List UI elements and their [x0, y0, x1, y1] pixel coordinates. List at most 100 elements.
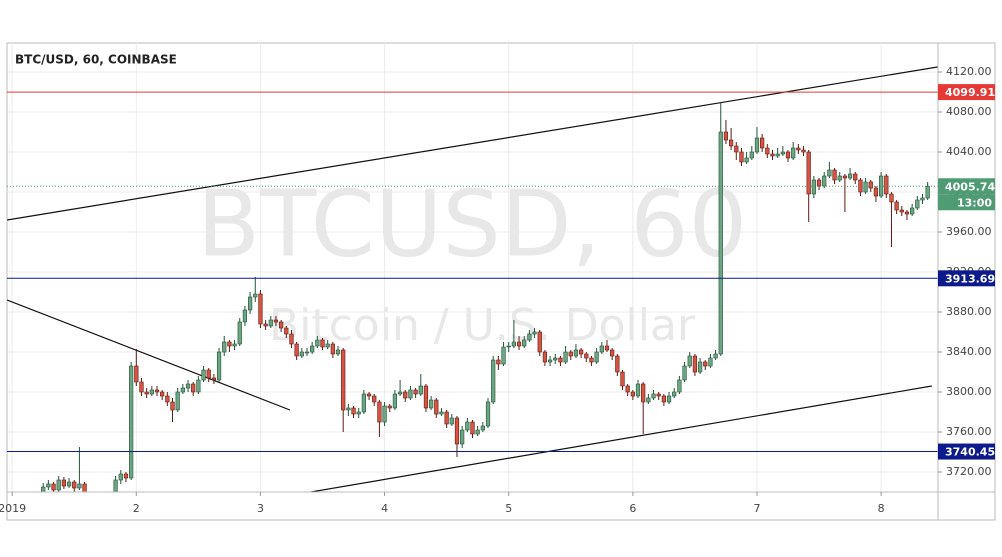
watermark-description: Bitcoin / U.S. Dollar	[269, 300, 696, 351]
candle-body	[408, 389, 413, 399]
candle-body	[258, 293, 263, 325]
candle-body	[61, 479, 67, 487]
candle-body	[247, 296, 253, 311]
candle-body	[346, 407, 351, 411]
candle-body	[423, 385, 429, 409]
candle-body	[532, 331, 537, 335]
candle-body	[853, 173, 858, 181]
candle-body	[444, 411, 449, 425]
candle-body	[196, 379, 201, 393]
candle-body	[816, 179, 822, 187]
candle-body	[387, 405, 392, 409]
candle-body	[113, 479, 118, 492]
candle-body	[516, 341, 522, 347]
candle-body	[713, 353, 718, 359]
candle-body	[222, 341, 227, 353]
candle-body	[734, 145, 739, 153]
candle-body	[558, 357, 563, 363]
candle-body	[573, 349, 579, 357]
candle-body	[522, 339, 527, 347]
candle-body	[894, 201, 899, 211]
candle-body	[749, 151, 754, 159]
candle-body	[242, 309, 248, 323]
candle-body	[754, 137, 760, 153]
candle-body	[579, 349, 584, 355]
y-tick-label: 4040.00	[946, 145, 992, 158]
candle-body	[144, 391, 149, 395]
candle-body	[553, 357, 558, 361]
candle-body	[310, 345, 315, 353]
candle-body	[615, 355, 620, 373]
candle-body	[227, 341, 232, 347]
x-tick-label: 2	[133, 502, 140, 515]
y-tick-label: 3880.00	[946, 305, 992, 318]
price-level-label: 3740.45	[945, 446, 995, 459]
candle-body	[915, 199, 920, 209]
candle-body	[315, 339, 320, 347]
candle-body	[434, 399, 439, 415]
countdown-label: 13:00	[957, 196, 992, 209]
candle-body	[729, 139, 734, 147]
candle-body	[904, 211, 910, 215]
candle-body	[806, 151, 811, 195]
candle-body	[666, 395, 672, 403]
plot-layer	[7, 66, 938, 492]
candle-body	[822, 175, 827, 187]
candle-body	[599, 345, 604, 353]
y-tick-label: 3720.00	[946, 465, 992, 478]
candle-body	[677, 379, 682, 393]
candle-body	[547, 359, 553, 363]
candle-body	[392, 393, 398, 409]
candle-body	[770, 153, 775, 157]
candle-body	[449, 417, 454, 425]
candle-body	[46, 483, 51, 488]
candle-body	[811, 179, 816, 195]
y-tick-label: 4120.00	[946, 65, 992, 78]
candle-body	[718, 131, 723, 355]
candle-body	[170, 401, 175, 411]
candle-body	[129, 365, 134, 479]
candle-body	[491, 359, 496, 403]
candle-body	[744, 157, 749, 163]
candle-body	[382, 405, 387, 423]
chart-title: BTC/USD, 60, COINBASE	[15, 53, 177, 67]
candle-body	[765, 147, 770, 155]
y-tick-label: 3960.00	[946, 225, 992, 238]
candle-body	[351, 407, 356, 415]
candle-body	[537, 331, 542, 353]
candle-body	[641, 383, 646, 403]
candle-body	[320, 339, 325, 348]
y-tick-label: 4080.00	[946, 105, 992, 118]
candle-body	[294, 343, 299, 357]
candle-body	[413, 389, 418, 395]
candle-body	[630, 391, 635, 397]
candle-body	[273, 319, 279, 323]
candle-body	[72, 481, 77, 489]
candle-body	[899, 209, 904, 213]
candle-body	[206, 369, 211, 379]
candle-body	[542, 351, 548, 363]
candle-body	[118, 473, 123, 481]
candle-body	[465, 421, 470, 431]
candle-body	[697, 361, 703, 373]
candle-body	[418, 385, 423, 395]
candle-body	[635, 383, 641, 397]
candle-body	[796, 147, 801, 151]
candle-body	[403, 391, 408, 399]
candle-body	[191, 383, 196, 393]
trend-line	[7, 299, 291, 411]
candle-body	[723, 131, 729, 141]
candle-body	[460, 429, 465, 445]
candle-body	[429, 399, 434, 409]
candle-body	[791, 147, 796, 159]
candle-body	[708, 357, 713, 367]
candle-body	[185, 383, 191, 389]
y-tick-label: 3840.00	[946, 345, 992, 358]
candle-body	[237, 321, 242, 345]
price-level-tag	[938, 270, 995, 287]
candle-body	[77, 483, 82, 489]
x-tick-label: 3	[257, 502, 264, 515]
x-tick-label: 4	[381, 502, 388, 515]
price-level-label: 4005.74	[945, 180, 995, 193]
candle-body	[703, 361, 708, 367]
